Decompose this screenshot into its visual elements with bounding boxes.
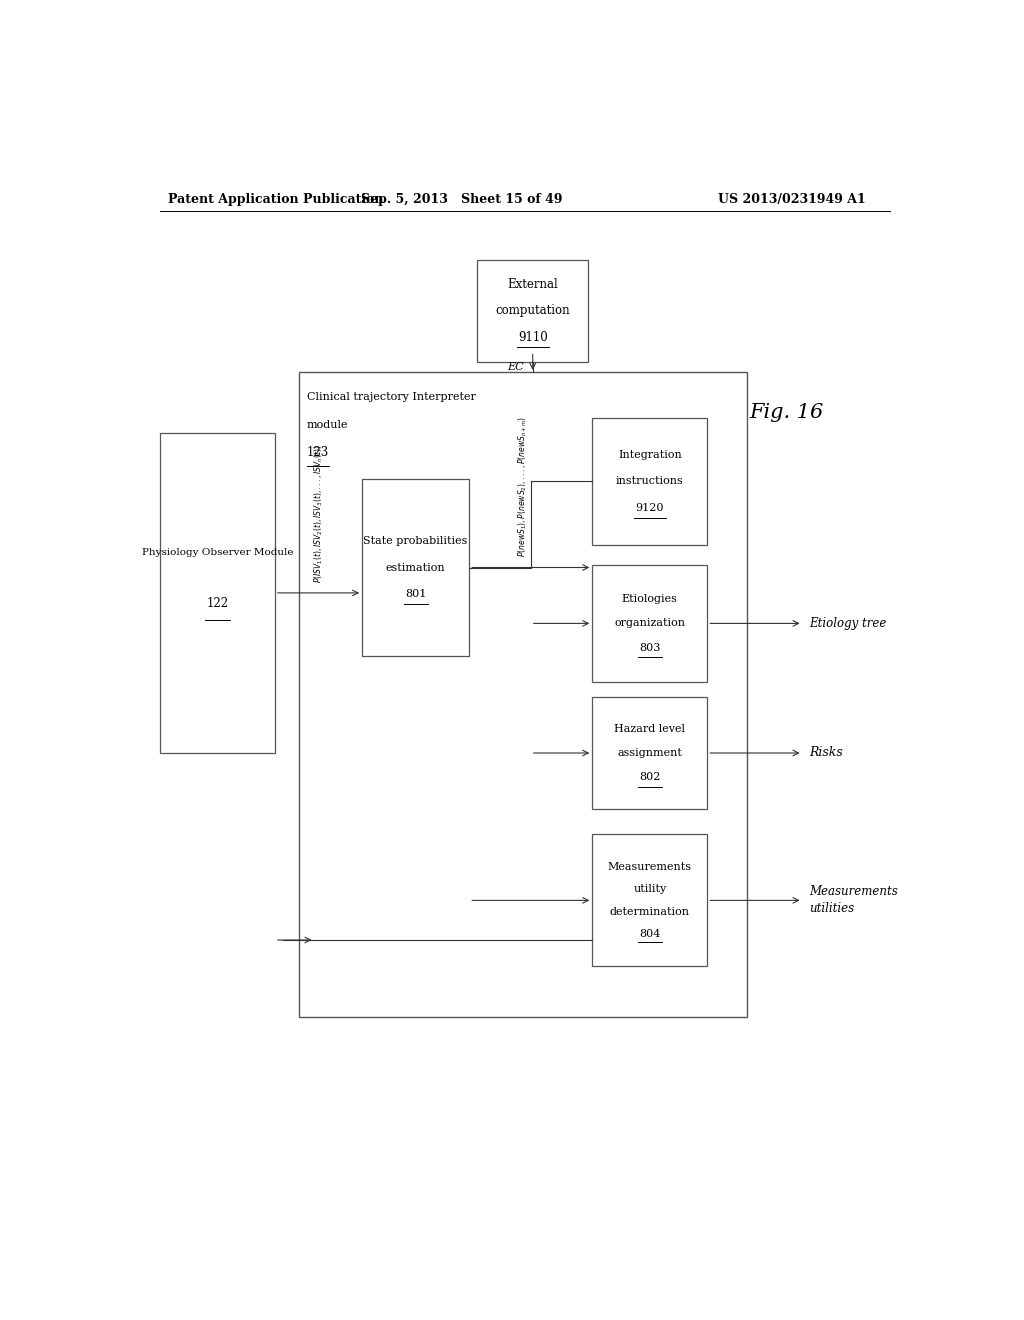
Text: determination: determination	[610, 907, 690, 916]
Text: Etiologies: Etiologies	[622, 594, 678, 605]
Text: computation: computation	[496, 305, 570, 317]
Bar	[477, 260, 589, 362]
Text: Patent Application Publication: Patent Application Publication	[168, 193, 383, 206]
Text: Measurements
utilities: Measurements utilities	[809, 886, 898, 915]
Text: assignment: assignment	[617, 748, 682, 758]
Text: 803: 803	[639, 643, 660, 653]
Text: State probabilities: State probabilities	[364, 536, 468, 546]
Text: External: External	[507, 279, 558, 290]
Text: instructions: instructions	[615, 477, 684, 486]
Text: $P(newS_1), P(newS_2), ..., P(newS_{n+m})$: $P(newS_1), P(newS_2), ..., P(newS_{n+m}…	[516, 416, 529, 557]
Text: utility: utility	[633, 884, 667, 894]
Text: Fig. 16: Fig. 16	[750, 403, 824, 422]
Text: 804: 804	[639, 929, 660, 939]
Text: 801: 801	[406, 589, 426, 599]
Text: Physiology Observer Module: Physiology Observer Module	[141, 548, 293, 557]
Text: Risks: Risks	[809, 747, 843, 759]
Bar	[362, 479, 469, 656]
Bar	[592, 834, 708, 966]
Text: Clinical trajectory Interpreter: Clinical trajectory Interpreter	[306, 392, 475, 403]
Text: 122: 122	[206, 597, 228, 610]
Text: 123: 123	[306, 446, 329, 458]
Bar	[592, 565, 708, 682]
Text: module: module	[306, 420, 348, 430]
Bar	[592, 417, 708, 545]
Text: 9120: 9120	[636, 503, 664, 512]
Text: Hazard level: Hazard level	[614, 723, 685, 734]
Bar	[160, 433, 274, 752]
Text: 802: 802	[639, 772, 660, 783]
Text: Measurements: Measurements	[608, 862, 692, 871]
Text: Sep. 5, 2013   Sheet 15 of 49: Sep. 5, 2013 Sheet 15 of 49	[360, 193, 562, 206]
Text: $P(ISV_1(t),ISV_2(t),ISV_3(t),...,ISV_n(t))$: $P(ISV_1(t),ISV_2(t),ISV_3(t),...,ISV_n(…	[312, 444, 325, 582]
Text: estimation: estimation	[386, 562, 445, 573]
Text: Integration: Integration	[617, 450, 682, 459]
Text: organization: organization	[614, 618, 685, 628]
Text: US 2013/0231949 A1: US 2013/0231949 A1	[718, 193, 866, 206]
Text: 9110: 9110	[518, 331, 548, 343]
Text: Etiology tree: Etiology tree	[809, 616, 887, 630]
Bar	[299, 372, 748, 1018]
Bar	[592, 697, 708, 809]
Text: EC: EC	[507, 362, 523, 372]
